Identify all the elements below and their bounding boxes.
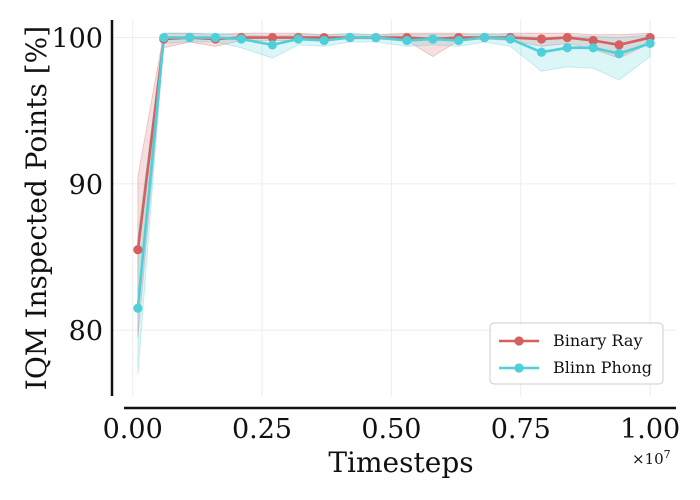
x-tick-label: 0.75 [491,414,551,445]
y-tick-labels: 80 90 100 [51,24,103,348]
blinn-phong-point [479,32,490,43]
blinn-phong-point [645,38,655,49]
blinn-phong-line [136,36,651,309]
binary-ray-line [136,36,651,250]
x-tick-label: 0.25 [232,414,292,445]
blinn-phong-point [159,32,169,43]
x-axis-label: Timesteps [328,446,473,479]
blinn-phong-point [536,47,547,57]
blinn-phong-point [133,303,143,313]
legend-swatch-marker [514,363,524,373]
series-points [133,32,655,313]
x-tick-labels: 0.00 0.25 0.50 0.75 1.00 [103,414,681,445]
blinn-phong-point [345,32,355,43]
blinn-phong-point [562,43,572,53]
blinn-phong-point [371,32,381,43]
legend-swatch-marker [514,336,524,346]
blinn-phong-point [210,32,221,43]
blinn-phong-point [236,34,246,44]
x-axis-scale-base: ×10 [632,450,664,468]
blinn-phong-point [319,35,329,46]
x-tick-label: 0.00 [103,414,163,445]
blinn-phong-point [614,49,624,59]
x-axis-scale-factor: ×107 [632,448,671,468]
blinn-phong-point [505,34,516,44]
y-tick-label: 100 [51,24,103,55]
binary-ray-point [614,40,624,50]
legend-label: Binary Ray [553,331,642,350]
binary-ray-point [536,34,547,44]
legend-entry-binary-ray: Binary Ray [499,331,642,350]
blinn-phong-point [402,35,412,46]
blinn-phong-point [293,34,303,44]
blinn-phong-point [428,34,438,44]
binary-ray-confidence-band [137,32,651,338]
y-tick-label: 90 [69,170,103,201]
legend-label: Blinn Phong [553,358,652,377]
blinn-phong-point [267,40,278,50]
blinn-phong-point [588,43,598,53]
binary-ray-point [562,32,572,43]
binary-ray-point [133,245,143,255]
series-lines [136,36,651,309]
x-tick-label: 0.50 [361,414,421,445]
grid [112,20,676,396]
legend-entry-blinn-phong: Blinn Phong [499,358,652,377]
binary-ray-point [267,32,278,43]
y-axis-label: IQM Inspected Points [%] [20,26,53,390]
axes [110,20,676,410]
x-axis-scale-exponent: 7 [664,448,671,461]
blinn-phong-confidence-band [137,32,651,375]
binary-ray-point [588,35,598,46]
legend: Binary Ray Blinn Phong [489,322,664,385]
x-tick-label: 1.00 [620,414,680,445]
blinn-phong-point [454,35,464,46]
blinn-phong-point [185,32,195,43]
y-tick-label: 80 [69,316,103,347]
